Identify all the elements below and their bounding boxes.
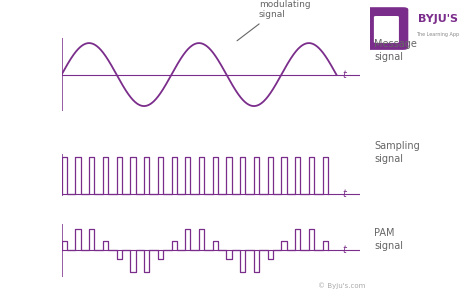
Text: t: t [342,189,346,199]
FancyBboxPatch shape [374,16,399,43]
Text: © Byju's.com: © Byju's.com [318,282,365,289]
Text: BYJU'S: BYJU'S [418,14,457,24]
Text: Sinusoidal
modulating
signal: Sinusoidal modulating signal [237,0,310,41]
Text: t: t [342,70,346,79]
Text: PAM
signal: PAM signal [374,228,403,251]
Text: Message
signal: Message signal [374,39,417,62]
Text: t: t [342,245,346,255]
Text: Sampling
signal: Sampling signal [374,141,420,164]
Text: The Learning App: The Learning App [416,32,459,37]
FancyBboxPatch shape [365,7,408,50]
